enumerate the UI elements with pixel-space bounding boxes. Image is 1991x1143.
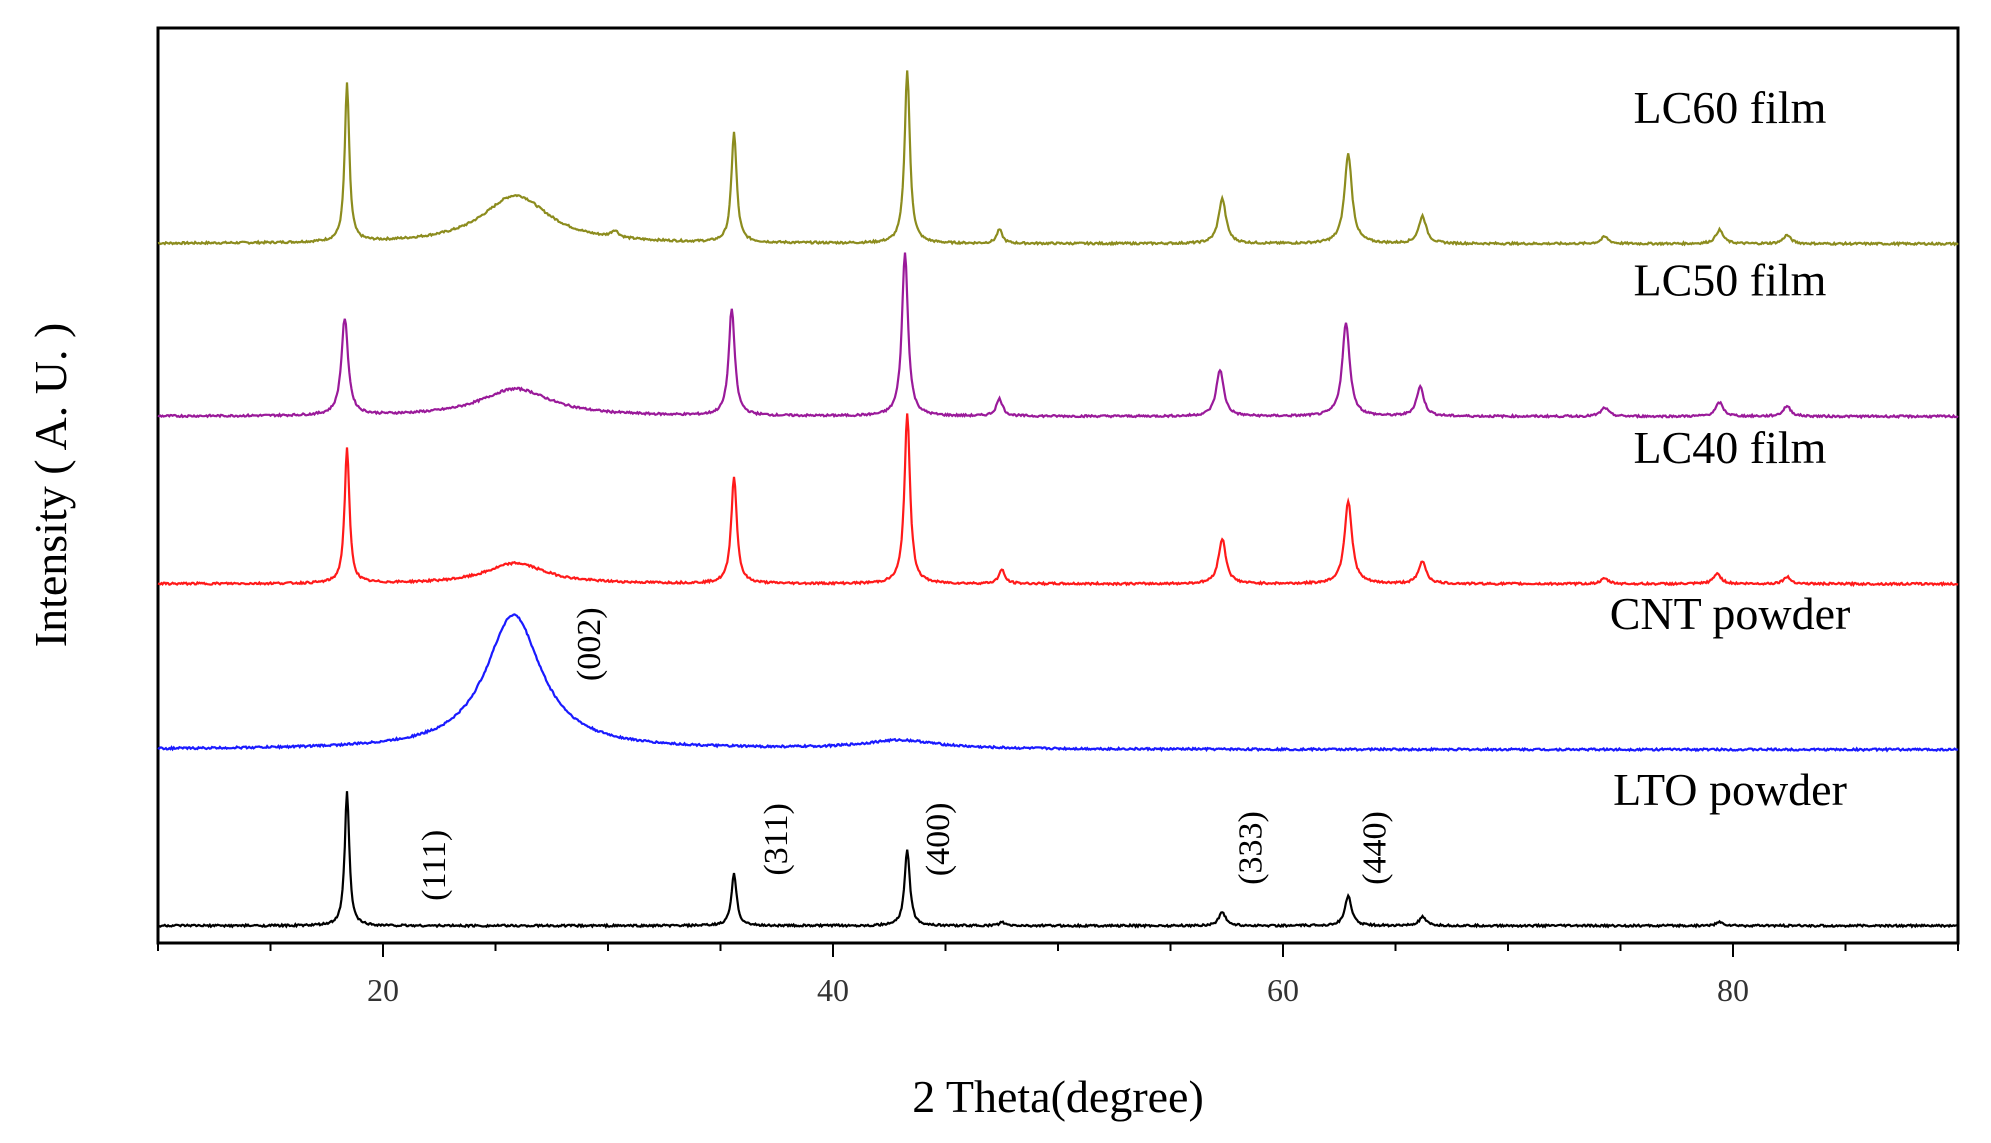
x-tick-label: 40 xyxy=(817,972,849,1008)
peak-label: (002) xyxy=(571,607,608,681)
peak-label: (311) xyxy=(758,803,795,875)
peak-label: (400) xyxy=(920,803,957,877)
y-axis-title: Intensity ( A. U. ) xyxy=(25,323,76,648)
series-label: LC40 film xyxy=(1634,422,1827,473)
x-tick-label: 80 xyxy=(1717,972,1749,1008)
series-layer xyxy=(157,70,1959,929)
x-tick-label: 20 xyxy=(367,972,399,1008)
series-label: LTO powder xyxy=(1613,764,1847,815)
series-line-lto-powder xyxy=(157,791,1959,929)
series-line-lc60-film xyxy=(157,70,1959,248)
x-axis-title: 2 Theta(degree) xyxy=(912,1071,1204,1122)
peak-label: (440) xyxy=(1356,811,1393,885)
series-label: LC60 film xyxy=(1634,82,1827,133)
series-label: CNT powder xyxy=(1610,588,1851,639)
series-label: LC50 film xyxy=(1634,255,1827,306)
series-line-cnt-powder xyxy=(157,613,1959,753)
series-labels: LC60 film LC50 film LC40 film CNT powder LTO… xyxy=(1610,82,1851,815)
series-line-lc50-film xyxy=(157,252,1959,420)
peak-label: (111) xyxy=(416,830,453,901)
series-line-lc40-film xyxy=(157,413,1959,588)
peak-labels: (002) (111) (311) (400) (333) (440) xyxy=(416,607,1394,900)
x-axis: 20 40 60 80 xyxy=(157,943,1959,1008)
x-tick-label: 60 xyxy=(1267,972,1299,1008)
peak-label: (333) xyxy=(1233,811,1270,885)
